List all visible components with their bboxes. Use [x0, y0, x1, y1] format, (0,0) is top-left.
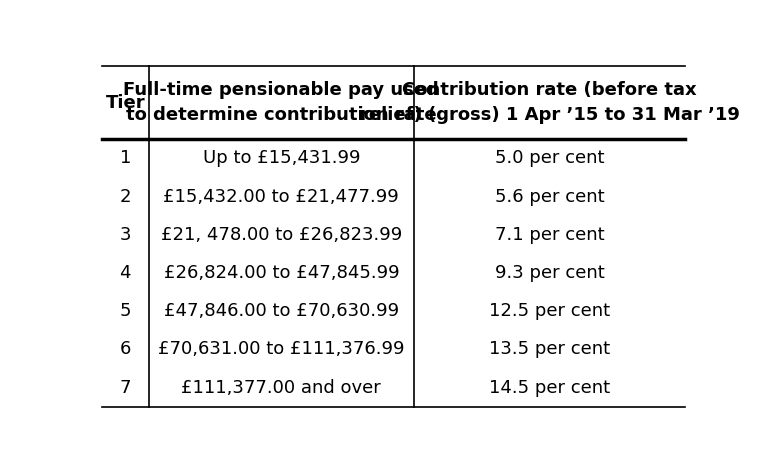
Text: 4: 4: [120, 264, 131, 282]
Text: 6: 6: [120, 340, 131, 358]
Text: Full-time pensionable pay used
to determine contribution rate: Full-time pensionable pay used to determ…: [124, 81, 439, 124]
Text: 7.1 per cent: 7.1 per cent: [495, 226, 604, 244]
Text: Contribution rate (before tax
relief) (gross) 1 Apr ’15 to 31 Mar ’19: Contribution rate (before tax relief) (g…: [359, 81, 740, 124]
Text: Up to £15,431.99: Up to £15,431.99: [203, 149, 360, 167]
Text: 5.0 per cent: 5.0 per cent: [495, 149, 604, 167]
Text: 14.5 per cent: 14.5 per cent: [489, 378, 611, 396]
Text: 13.5 per cent: 13.5 per cent: [489, 340, 611, 358]
Text: 3: 3: [120, 226, 131, 244]
Text: 5: 5: [120, 302, 131, 320]
Text: 9.3 per cent: 9.3 per cent: [495, 264, 604, 282]
Text: 5.6 per cent: 5.6 per cent: [495, 188, 604, 206]
Text: £26,824.00 to £47,845.99: £26,824.00 to £47,845.99: [164, 264, 399, 282]
Text: £70,631.00 to £111,376.99: £70,631.00 to £111,376.99: [158, 340, 405, 358]
Text: £47,846.00 to £70,630.99: £47,846.00 to £70,630.99: [164, 302, 399, 320]
Text: £21, 478.00 to £26,823.99: £21, 478.00 to £26,823.99: [161, 226, 402, 244]
Text: 12.5 per cent: 12.5 per cent: [489, 302, 611, 320]
Text: 1: 1: [120, 149, 131, 167]
Text: Tier: Tier: [105, 94, 145, 112]
Text: 2: 2: [120, 188, 131, 206]
Text: £15,432.00 to £21,477.99: £15,432.00 to £21,477.99: [164, 188, 399, 206]
Text: £111,377.00 and over: £111,377.00 and over: [181, 378, 381, 396]
Text: 7: 7: [120, 378, 131, 396]
